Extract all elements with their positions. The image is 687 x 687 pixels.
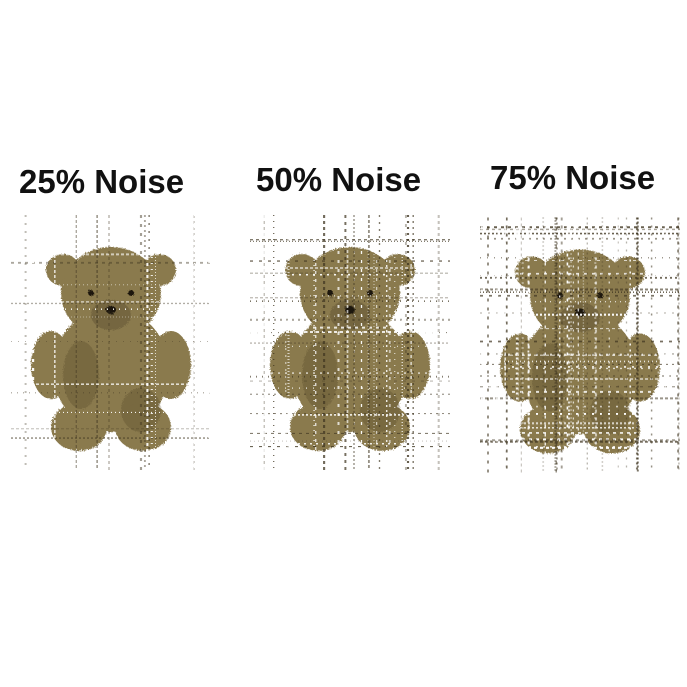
noisy-teddy-bear-image	[480, 215, 680, 475]
panel-caption: 25% Noise	[19, 165, 184, 198]
noisy-teddy-bear-image	[250, 215, 450, 470]
teddy-bear	[270, 247, 430, 451]
noisy-teddy-bear-image	[10, 215, 212, 470]
panel-caption: 50% Noise	[256, 163, 421, 196]
panel-caption: 75% Noise	[490, 161, 655, 194]
